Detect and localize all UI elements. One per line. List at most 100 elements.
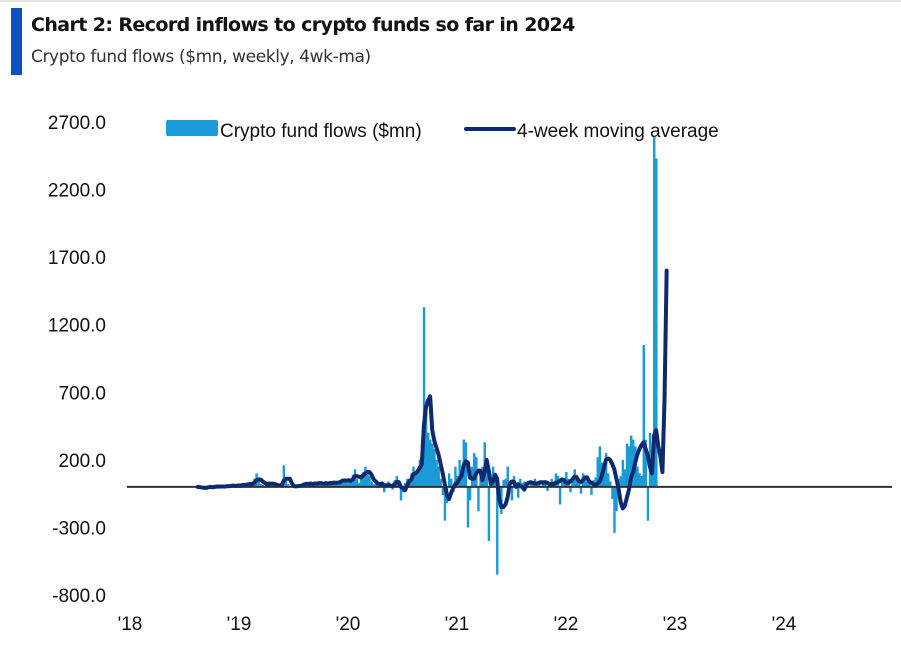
fund-flow-bar [493,476,497,487]
fund-flow-bar [466,486,470,528]
fund-flow-bar [370,481,373,487]
legend: Crypto fund flows ($mn) 4-week moving av… [166,120,719,142]
fund-flow-bar [326,484,329,487]
x-tick-label: '24 [772,614,797,635]
fund-flow-bar [372,484,376,487]
fund-flow-bar [427,432,430,487]
fund-flow-bar [487,486,491,541]
fund-flow-bar [653,135,656,487]
fund-flow-bar [506,466,509,487]
fund-flow-bar [619,476,622,487]
fund-flow-bar [450,478,453,487]
x-tick-label: '18 [118,614,143,635]
fund-flow-bar [320,484,323,487]
fund-flow-bar [519,478,522,487]
fund-flow-bar [623,469,627,487]
fund-flow-bar [316,484,319,487]
fund-flow-bar [259,484,262,487]
fund-flow-bar [598,446,602,487]
x-tick-label: '23 [663,614,688,635]
x-tick-label: '19 [227,614,252,635]
x-tick-label: '21 [445,614,470,635]
fund-flow-bar [613,486,616,533]
fund-flow-bar [604,453,608,487]
chart-title: Chart 2: Record inflows to crypto funds … [31,14,575,36]
moving-average-layer [195,268,669,511]
fund-flow-bar [496,486,499,575]
fund-flow-bar [447,473,451,487]
fund-flow-bar [399,486,403,501]
fund-flow-bar [504,478,507,487]
fund-flow-bar [414,474,417,487]
legend-label-fund-flows: Crypto fund flows ($mn) [220,121,422,142]
fund-flow-bar [602,466,606,487]
fund-flow-bar [439,478,442,487]
fund-flow-bar [349,481,352,487]
fund-flow-bar [611,486,614,500]
fund-flow-bar [391,486,394,490]
fund-flow-bar [355,478,359,487]
y-tick-label: 2200.0 [48,181,106,202]
legend-swatch-fund-flows [166,120,218,136]
x-tick-label: '22 [554,614,579,635]
bars-layer [196,135,658,575]
fund-flow-bar [433,449,436,487]
y-tick-label: 1700.0 [48,248,106,269]
fund-flow-bar [286,484,290,487]
y-tick-label: 700.0 [58,383,106,404]
fund-flow-bar [502,480,505,487]
fund-flow-bar [594,477,597,487]
fund-flow-bar [437,466,440,487]
fund-flow-bar [627,446,631,487]
fund-flow-bar [345,482,348,487]
fund-flow-bar [590,486,593,495]
fund-flow-bar [257,480,260,487]
fund-flow-bar [468,486,472,501]
chart-subtitle: Crypto fund flows ($mn, weekly, 4wk-ma) [31,47,371,67]
fund-flow-bar [343,480,346,487]
x-axis-ticks: '18 '19 '20 '21 '22 '23 '24 [118,614,797,635]
fund-flow-bar [615,486,618,512]
fund-flow-bar [485,470,489,487]
fund-flow-bar [510,486,514,501]
fund-flow-bar [546,486,549,491]
fund-flow-bar [558,486,562,505]
top-rule [0,0,901,2]
fund-flow-bar [625,443,629,487]
fund-flow-bar [366,473,369,487]
y-tick-label: 2700.0 [48,113,106,134]
fund-flow-bar [429,439,432,487]
fund-flow-bar [383,486,386,493]
fund-flow-bar [642,344,645,487]
fund-flow-bar [416,470,419,487]
fund-flow-bar [364,466,367,487]
fund-flow-bar [473,453,476,487]
fund-flow-bar [368,476,371,487]
fund-flow-bar [596,457,599,487]
title-accent-bar [11,8,22,75]
fund-flow-bar [284,478,288,487]
fund-flow-bar [517,486,520,498]
y-tick-label: 1200.0 [48,316,106,337]
fund-flow-bar [621,459,625,487]
fund-flow-bar [357,482,361,487]
fund-flow-bar [403,482,407,487]
fund-flow-bar [441,486,445,495]
fund-flow-bar [586,481,589,487]
fund-flow-bar [569,486,572,493]
fund-flow-bar [646,486,650,521]
fund-flow-bar [443,486,447,521]
fund-flow-bar [362,472,365,487]
fund-flow-bar [261,484,265,487]
fund-flow-bar [638,473,641,487]
fund-flow-bar [544,482,547,487]
fund-flow-bar [640,476,643,487]
fund-flow-bar [460,476,463,487]
fund-flow-bar [655,158,658,487]
moving-average-line [195,268,669,511]
fund-flow-bar [454,466,457,487]
fund-flow-bar [339,481,342,487]
fund-flow-bar [577,481,581,487]
fund-flow-bar [588,482,591,487]
fund-flow-bar [458,459,461,487]
